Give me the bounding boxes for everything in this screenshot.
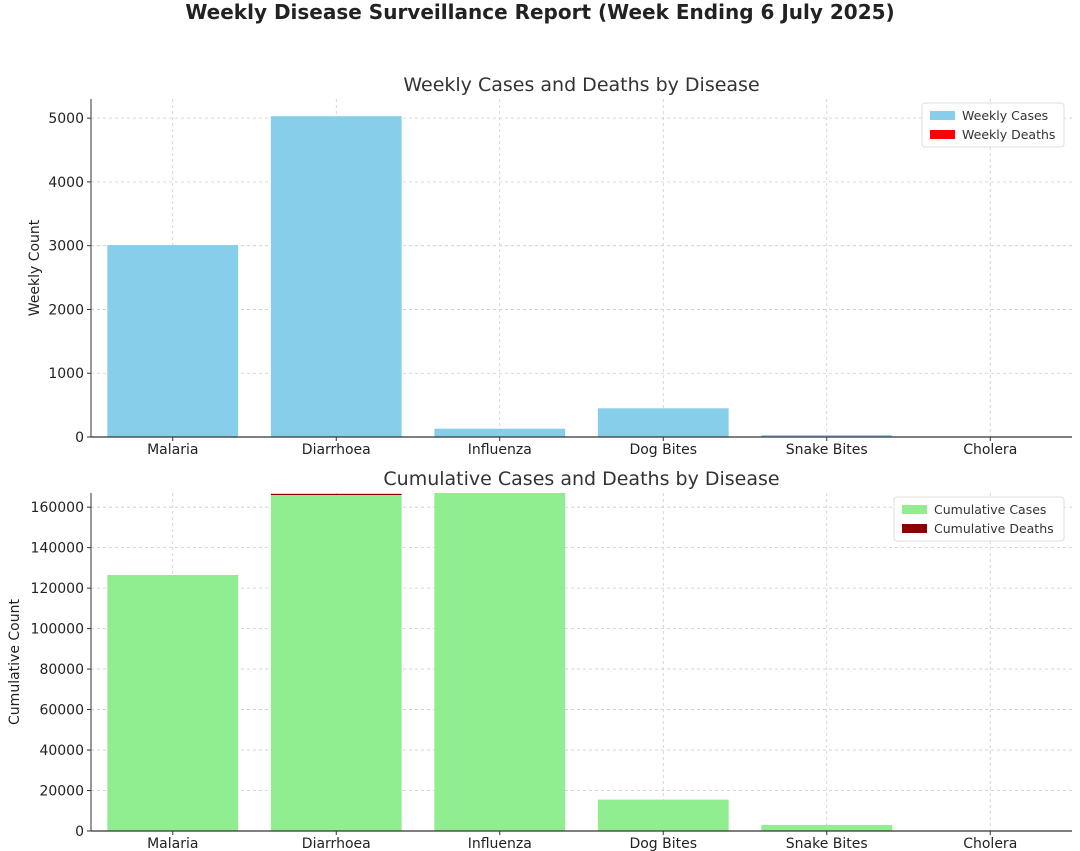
y-tick-label: 20000 — [39, 784, 84, 800]
bar-weekly-cases-influenza — [434, 428, 566, 437]
bar-cumulative-deaths-diarrhoea — [270, 493, 402, 496]
y-tick-label: 80000 — [39, 662, 84, 678]
legend-label: Weekly Cases — [962, 108, 1048, 123]
chart-title: Cumulative Cases and Deaths by Disease — [383, 468, 779, 490]
bar-weekly-cases-diarrhoea — [270, 116, 402, 437]
x-tick-label: Malaria — [147, 836, 198, 851]
x-tick-label: Cholera — [963, 442, 1017, 458]
legend-box — [921, 102, 1065, 148]
legend-swatch — [930, 130, 955, 139]
x-tick-label: Cholera — [963, 836, 1017, 851]
y-tick-label: 5000 — [48, 111, 84, 127]
y-tick-label: 140000 — [31, 541, 84, 557]
y-tick-label: 120000 — [31, 581, 84, 597]
bar-cumulative-cases-diarrhoea — [270, 495, 402, 831]
figure-title: Weekly Disease Surveillance Report (Week… — [185, 0, 895, 24]
y-axis-label: Weekly Count — [27, 219, 43, 316]
legend-label: Cumulative Deaths — [934, 521, 1054, 536]
legend-swatch — [930, 111, 955, 120]
y-tick-label: 4000 — [48, 175, 84, 191]
x-tick-label: Dog Bites — [629, 442, 697, 458]
y-tick-label: 60000 — [39, 703, 84, 719]
legend-label: Cumulative Cases — [934, 502, 1046, 517]
chart-panel-0: 0 1000 2000 3000 4000 5000 Malaria Diarrhoea Inf… — [27, 74, 1072, 458]
y-tick-label: 1000 — [48, 366, 84, 382]
bar-cumulative-cases-snake-bites — [761, 824, 893, 831]
x-tick-label: Dog Bites — [629, 836, 697, 851]
chart-panel-1: 0 20000 40000 60000 80000 100000 120000 140000 1… — [7, 468, 1072, 851]
legend-label: Weekly Deaths — [962, 127, 1055, 142]
x-tick-label: Snake Bites — [786, 836, 868, 851]
y-tick-label: 160000 — [31, 500, 84, 516]
bar-cumulative-cases-malaria — [107, 574, 239, 831]
y-tick-label: 2000 — [48, 302, 84, 318]
x-tick-label: Snake Bites — [786, 442, 868, 458]
legend: Cumulative Cases Cumulative Deaths — [893, 496, 1065, 542]
bar-weekly-cases-dog-bites — [597, 408, 729, 437]
x-tick-label: Influenza — [468, 442, 532, 458]
bar-weekly-cases-malaria — [107, 245, 239, 437]
y-tick-label: 0 — [75, 430, 84, 446]
x-tick-label: Diarrhoea — [302, 836, 371, 851]
y-axis-label: Cumulative Count — [7, 599, 23, 725]
bar-weekly-cases-snake-bites — [761, 435, 893, 437]
legend-swatch — [902, 505, 927, 514]
x-tick-label: Malaria — [147, 442, 198, 458]
x-tick-label: Influenza — [468, 836, 532, 851]
legend-box — [893, 496, 1065, 542]
bar-cumulative-cases-influenza — [434, 493, 566, 831]
x-tick-label: Diarrhoea — [302, 442, 371, 458]
y-tick-label: 3000 — [48, 239, 84, 255]
y-tick-label: 100000 — [31, 622, 84, 638]
chart-title: Weekly Cases and Deaths by Disease — [403, 74, 759, 96]
y-tick-label: 0 — [75, 824, 84, 840]
y-tick-label: 40000 — [39, 743, 84, 759]
legend-swatch — [902, 524, 927, 533]
bar-cumulative-cases-dog-bites — [597, 799, 729, 831]
legend: Weekly Cases Weekly Deaths — [921, 102, 1065, 148]
